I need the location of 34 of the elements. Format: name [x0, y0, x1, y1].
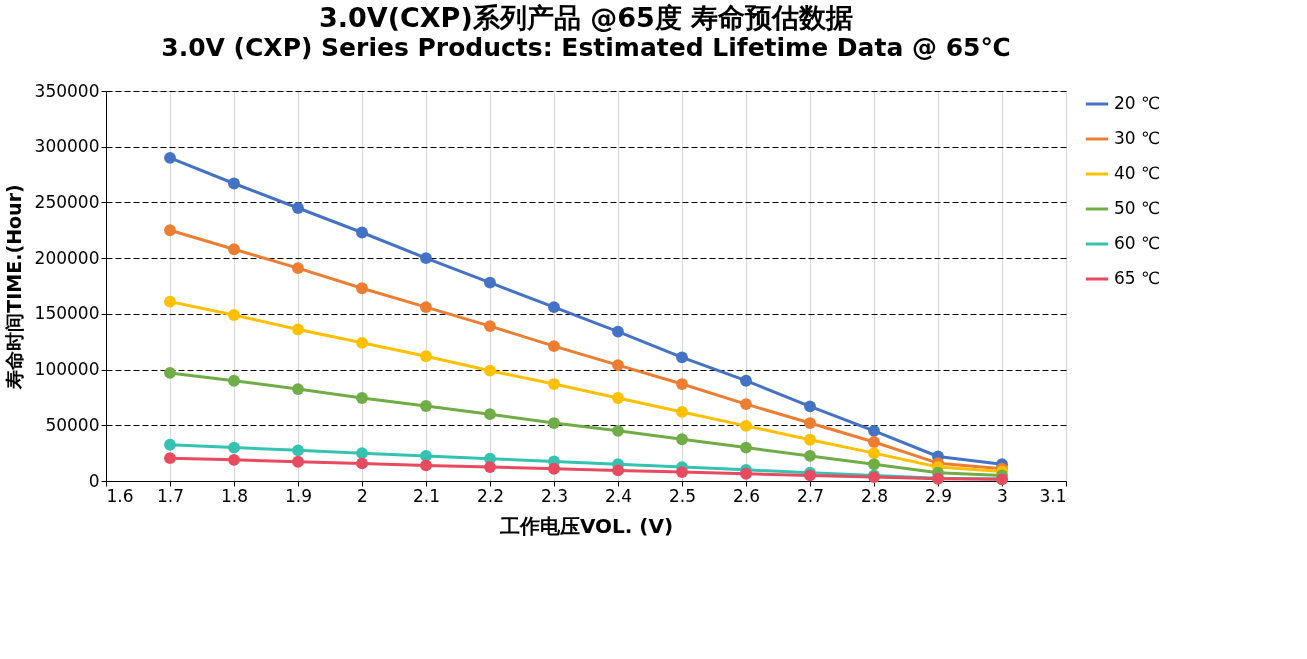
x-tick-label: 3.1 — [1039, 485, 1067, 506]
y-axis-title: 寿命时间TIME.(Hour) — [2, 184, 25, 390]
x-tick-label: 1.7 — [156, 485, 185, 506]
y-tick-label: 350000 — [34, 80, 100, 101]
y-tick-label: 100000 — [34, 359, 100, 380]
legend-label: 60 ℃ — [1114, 233, 1161, 253]
x-tick-label: 2 — [357, 485, 368, 506]
chart-subtitle: 3.0V (CXP) Series Products: Estimated Lifetime Data @ 65℃ — [161, 33, 1011, 62]
legend-label: 65 ℃ — [1114, 268, 1161, 288]
y-tick-label: 150000 — [34, 303, 100, 324]
x-tick-label: 2.6 — [732, 485, 761, 506]
x-tick-label: 3 — [997, 485, 1008, 506]
x-tick-label: 2.4 — [604, 485, 633, 506]
x-tick-label: 2.7 — [796, 485, 825, 506]
x-tick-label: 1.9 — [284, 485, 313, 506]
x-tick-label: 1.8 — [220, 485, 249, 506]
x-tick-label: 2.8 — [860, 485, 889, 506]
y-tick-label: 50000 — [45, 414, 100, 435]
y-tick-label: 200000 — [34, 247, 100, 268]
x-tick-label: 2.9 — [924, 485, 953, 506]
y-tick-label: 300000 — [34, 136, 100, 157]
x-tick-label: 2.3 — [540, 485, 569, 506]
legend-label: 40 ℃ — [1114, 163, 1161, 183]
legend-label: 20 ℃ — [1114, 93, 1161, 113]
legend-label: 30 ℃ — [1114, 128, 1161, 148]
x-axis-title: 工作电压VOL. (V) — [498, 513, 674, 538]
chart-title: 3.0V(CXP)系列产品 @65度 寿命预估数据 — [318, 2, 854, 33]
x-tick-label: 1.6 — [106, 485, 134, 506]
y-tick-label: 0 — [88, 470, 100, 491]
x-tick-label: 2.1 — [412, 485, 441, 506]
y-tick-label: 250000 — [34, 191, 100, 212]
x-tick-label: 2.2 — [476, 485, 505, 506]
legend-label: 50 ℃ — [1114, 198, 1161, 218]
x-tick-label: 2.5 — [668, 485, 697, 506]
